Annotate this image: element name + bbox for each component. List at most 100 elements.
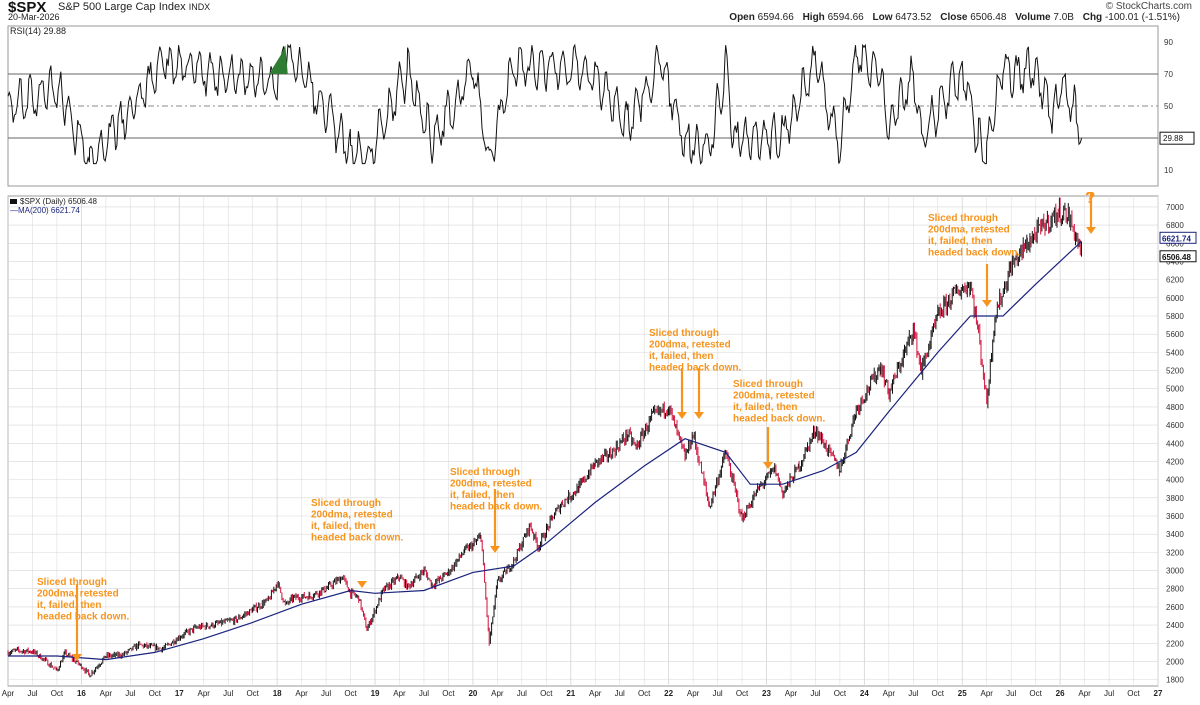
x-tick-label: 26 (1056, 689, 1065, 698)
annotation-text: headed back down. (733, 414, 825, 425)
price-tick-label: 2800 (1166, 585, 1184, 594)
annotation-arrow-head (763, 462, 773, 469)
x-tick-label: Apr (785, 689, 798, 698)
annotation-text: headed back down. (311, 533, 403, 544)
last-value-box (1159, 231, 1197, 244)
annotation-arrow-head (694, 412, 704, 419)
annotation-text: 200dma, retested (450, 479, 532, 490)
annotation-text: Sliced through (450, 467, 520, 478)
price-tick-label: 4600 (1166, 421, 1184, 430)
price-tick-label: 2600 (1166, 603, 1184, 612)
price-tick-label: 3200 (1166, 548, 1184, 557)
rsi-tick-label: 90 (1164, 38, 1173, 47)
chart-date: 20-Mar-2026 (8, 12, 60, 22)
x-tick-label: Apr (1078, 689, 1091, 698)
annotation-text: 200dma, retested (733, 391, 815, 402)
x-tick-label: 22 (664, 689, 673, 698)
x-tick-label: 16 (77, 689, 86, 698)
price-tick-label: 4200 (1166, 457, 1184, 466)
x-tick-label: Apr (393, 689, 406, 698)
last-value-box (1159, 250, 1197, 263)
price-tick-label: 2400 (1166, 621, 1184, 630)
index-name: S&P 500 Large Cap Index INDX (58, 1, 210, 13)
volume-value: 7.0B (1053, 12, 1074, 23)
x-tick-label: Oct (149, 689, 162, 698)
annotation-arrow-head (1086, 227, 1096, 234)
rsi-last-value-box (1159, 131, 1195, 145)
annotation-text: 200dma, retested (928, 225, 1010, 236)
annotation-7: ? (1085, 192, 1096, 234)
low-label: Low (872, 12, 893, 23)
x-tick-label: Oct (344, 689, 357, 698)
annotation-text: headed back down. (450, 502, 542, 513)
x-tick-label: Oct (51, 689, 64, 698)
price-tick-label: 4400 (1166, 439, 1184, 448)
price-tick-label: 6800 (1166, 221, 1184, 230)
price-tick-label: 4800 (1166, 403, 1184, 412)
ma-last-value: 6621.74 (1162, 234, 1191, 243)
price-tick-label: 1800 (1166, 676, 1184, 685)
price-tick-label: 5400 (1166, 348, 1184, 357)
price-tick-label: 5600 (1166, 330, 1184, 339)
x-tick-label: Oct (540, 689, 553, 698)
x-tick-label: Oct (1029, 689, 1042, 698)
x-tick-label: Apr (198, 689, 211, 698)
price-tick-label: 3000 (1166, 567, 1184, 576)
x-tick-label: 23 (762, 689, 771, 698)
price-tick-label: 3800 (1166, 494, 1184, 503)
annotation-text: it, failed, then (733, 402, 797, 413)
annotation-arrow-head (982, 300, 992, 307)
x-tick-label: Apr (2, 689, 15, 698)
annotation-arrow-head (677, 412, 687, 419)
rsi-line (7, 43, 1083, 165)
volume-label: Volume (1015, 12, 1051, 23)
annotation-text: Sliced through (649, 328, 719, 339)
x-tick-label: 20 (468, 689, 477, 698)
x-tick-label: Oct (1127, 689, 1140, 698)
annotation-text: Sliced through (37, 577, 107, 588)
price-tick-label: 5000 (1166, 385, 1184, 394)
price-last-value: 6506.48 (1162, 253, 1191, 262)
x-tick-label: 24 (860, 689, 869, 698)
price-tick-label: 5200 (1166, 367, 1184, 376)
annotation-arrow-head (357, 581, 367, 588)
x-tick-label: Jul (1006, 689, 1016, 698)
x-tick-label: Oct (736, 689, 749, 698)
close-label: Close (940, 12, 968, 23)
price-tick-label: 4000 (1166, 476, 1184, 485)
annotation-text: headed back down. (649, 363, 741, 374)
annotation-text: Sliced through (928, 213, 998, 224)
x-tick-label: Apr (589, 689, 602, 698)
ma-legend-label: —MA(200) 6621.74 (10, 206, 80, 215)
x-tick-label: Oct (246, 689, 259, 698)
annotation-arrow-head (490, 546, 500, 553)
x-tick-label: Jul (125, 689, 135, 698)
x-tick-label: 19 (371, 689, 380, 698)
x-tick-label: Apr (295, 689, 308, 698)
rsi-overbought-fill (268, 45, 288, 74)
high-label: High (802, 12, 825, 23)
annotation-text: it, failed, then (928, 236, 992, 247)
x-tick-label: Oct (834, 689, 847, 698)
x-tick-label: Apr (883, 689, 896, 698)
price-frame (7, 195, 1159, 687)
x-tick-label: Oct (442, 689, 455, 698)
x-tick-label: Jul (27, 689, 37, 698)
price-panel: 1800 2000 2200 2400 2600 2800 3000 3200 3400 3600… (2, 192, 1197, 698)
x-tick-label: Oct (638, 689, 651, 698)
ma200-line (8, 240, 1083, 661)
x-tick-label: Jul (810, 689, 820, 698)
x-tick-label: Jul (712, 689, 722, 698)
price-tick-label: 6000 (1166, 294, 1184, 303)
x-tick-label: Jul (419, 689, 429, 698)
open-value: 6594.66 (757, 12, 794, 23)
x-tick-label: 17 (175, 689, 184, 698)
chg-label: Chg (1082, 12, 1103, 23)
x-tick-label: Apr (980, 689, 993, 698)
annotation-text: it, failed, then (37, 600, 101, 611)
rsi-last-value: 29.88 (1163, 134, 1184, 143)
